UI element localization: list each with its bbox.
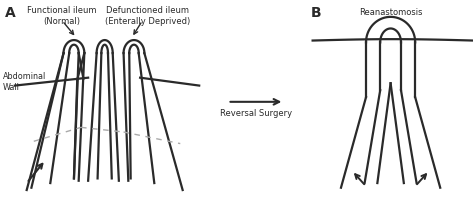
- Text: Reversal Surgery: Reversal Surgery: [220, 108, 292, 117]
- Text: Defunctioned ileum
(Enterally Deprived): Defunctioned ileum (Enterally Deprived): [105, 6, 190, 26]
- Text: A: A: [4, 6, 15, 20]
- Text: Reanastomosis: Reanastomosis: [359, 8, 422, 17]
- Text: B: B: [310, 6, 321, 20]
- Text: Abdominal
Wall: Abdominal Wall: [3, 72, 46, 91]
- Text: Functional ileum
(Normal): Functional ileum (Normal): [27, 6, 97, 26]
